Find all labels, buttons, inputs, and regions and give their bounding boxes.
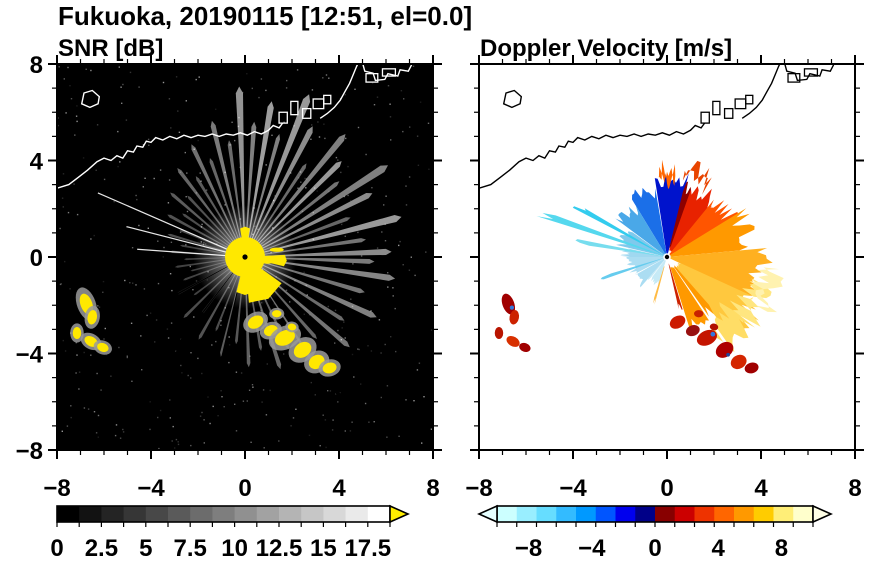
snr-noise-speckle [57, 65, 433, 450]
x-tick-label: 4 [332, 475, 346, 502]
x-tick-label: −4 [137, 475, 165, 502]
velocity-colorbar: −8 −4 0 4 8 [477, 504, 833, 562]
velocity-plot [479, 64, 855, 450]
x-tick-label: −4 [559, 475, 587, 502]
colorbar-tick-label: 5 [139, 535, 152, 562]
colorbar-tick-label: 17.5 [344, 535, 391, 562]
colorbar-tick-label: −4 [578, 535, 606, 562]
colorbar-tick-label: 8 [775, 535, 788, 562]
snr-plot [57, 64, 433, 450]
velocity-clutter [494, 293, 759, 374]
velocity-axes: −8 −4 0 4 8 [465, 55, 864, 502]
x-tick-label: 8 [426, 475, 439, 502]
velocity-field [536, 159, 784, 353]
snr-core [225, 226, 287, 303]
x-tick-label: 0 [660, 475, 673, 502]
colorbar-tick-label: 10 [221, 535, 248, 562]
velocity-coastline [479, 64, 835, 189]
velocity-panel-title: Doppler Velocity [m/s] [480, 35, 732, 62]
y-tick-label: 4 [30, 149, 44, 176]
colorbar-tick-label: 0 [50, 535, 63, 562]
snr-panel-title: SNR [dB] [58, 35, 163, 62]
x-tick-label: 0 [238, 475, 251, 502]
colorbar-tick-label: 12.5 [256, 535, 303, 562]
figure-title: Fukuoka, 20190115 [12:51, el=0.0] [58, 1, 472, 31]
y-tick-label: 8 [30, 52, 43, 79]
colorbar-tick-label: 15 [310, 535, 337, 562]
x-tick-label: −8 [43, 475, 70, 502]
y-tick-label: −8 [16, 438, 43, 465]
y-tick-label: −4 [16, 342, 44, 369]
x-tick-label: 4 [754, 475, 768, 502]
colorbar-tick-label: −8 [515, 535, 542, 562]
colorbar-tick-label: 2.5 [85, 535, 118, 562]
colorbar-tick-label: 4 [712, 535, 726, 562]
colorbar-tick-label: 0 [648, 535, 661, 562]
x-tick-label: −8 [465, 475, 492, 502]
x-tick-label: 8 [848, 475, 861, 502]
snr-coastline [57, 64, 413, 189]
snr-colorbar: 0 2.5 5 7.5 10 12.5 15 17.5 [50, 504, 410, 562]
colorbar-tick-label: 7.5 [174, 535, 207, 562]
snr-clutter [70, 287, 341, 377]
snr-axes: −8 −4 0 4 8 8 4 0 −4 −8 [16, 52, 442, 502]
y-tick-label: 0 [30, 245, 43, 272]
